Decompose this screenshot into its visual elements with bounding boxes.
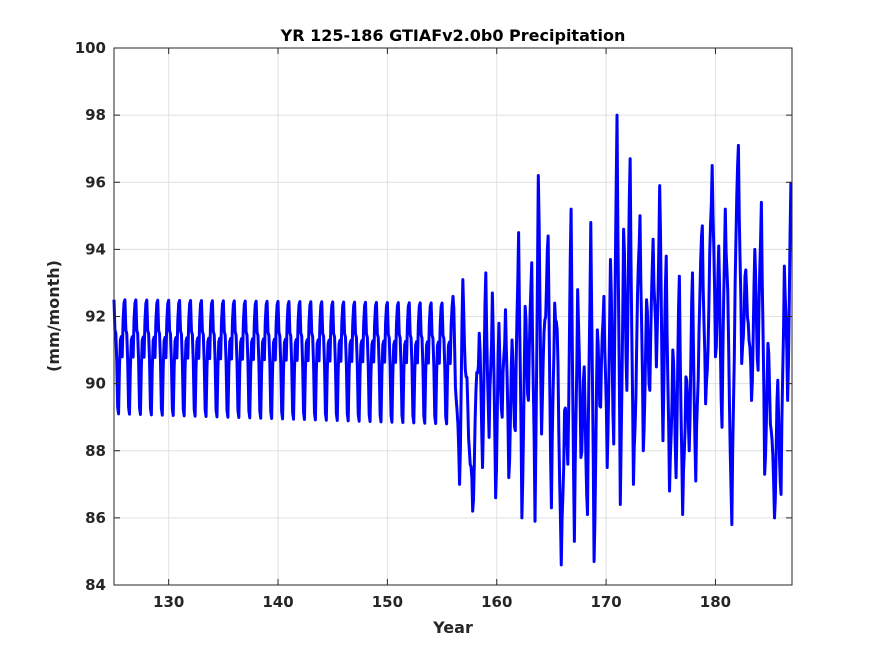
- y-tick-label: 96: [85, 173, 106, 191]
- x-tick-label: 130: [153, 593, 184, 611]
- x-tick-label: 140: [262, 593, 293, 611]
- y-tick-label: 86: [85, 509, 106, 527]
- y-tick-label: 98: [85, 106, 106, 124]
- x-tick-label: 180: [700, 593, 731, 611]
- y-tick-label: 90: [85, 375, 106, 393]
- series-line: [112, 113, 793, 567]
- x-tick-label: 150: [372, 593, 403, 611]
- x-tick-label: 160: [481, 593, 512, 611]
- x-axis-label: Year: [432, 618, 473, 637]
- x-tick-label: 170: [590, 593, 621, 611]
- y-axis-label: (mm/month): [44, 260, 63, 372]
- y-tick-label: 94: [85, 240, 106, 258]
- data-lines: [112, 113, 793, 567]
- chart-title: YR 125-186 GTIAFv2.0b0 Precipitation: [280, 26, 626, 45]
- y-tick-label: 100: [75, 39, 106, 57]
- y-tick-label: 88: [85, 442, 106, 460]
- axis-ticks: 130 140 150 160 170 180 84 86 88 90 92 94 96 98 100: [75, 39, 792, 611]
- y-tick-label: 92: [85, 308, 106, 326]
- y-tick-label: 84: [85, 576, 106, 594]
